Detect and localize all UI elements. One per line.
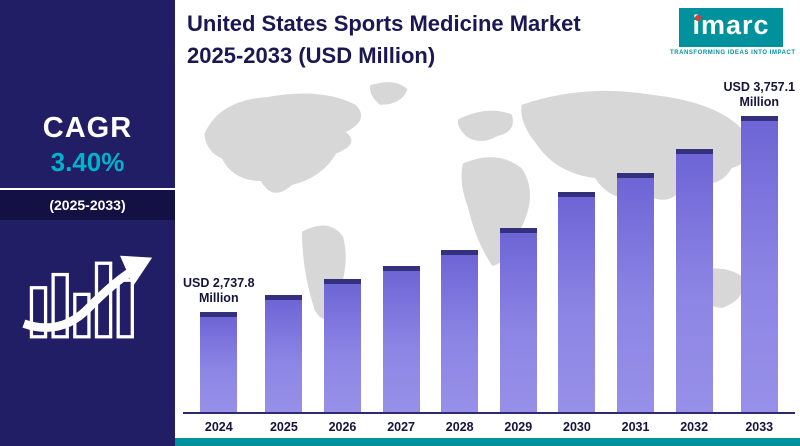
x-axis-label: 2032: [664, 412, 724, 438]
bar-value-label: USD 3,757.1 Million: [723, 79, 796, 110]
bar-column: 2026: [313, 58, 372, 438]
x-axis-label: 2031: [606, 412, 665, 438]
bar-2032: [675, 149, 713, 412]
bar-2024: [200, 312, 238, 412]
bar-column: 2028: [430, 58, 490, 438]
bar-column: 2032: [664, 58, 724, 438]
imarc-tagline: TRANSFORMING IDEAS INTO IMPACT: [670, 49, 796, 56]
cagr-value: 3.40%: [50, 147, 125, 177]
imarc-brand-text: imarc: [692, 10, 770, 40]
x-axis-label: 2030: [547, 412, 607, 438]
cagr-label: CAGR: [42, 112, 133, 144]
imarc-logo: imarc TRANSFORMING IDEAS INTO IMPACT: [670, 8, 796, 56]
x-axis-label: 2028: [430, 412, 490, 438]
x-axis-label: 2026: [313, 412, 372, 438]
bar-2033: [740, 116, 778, 412]
bar-column: USD 3,757.1 Million 2033: [723, 58, 796, 438]
cagr-sidebar: CAGR 3.40% (2025-2033): [0, 0, 175, 446]
x-axis-label: 2024: [183, 412, 255, 438]
bar-value-label: USD 2,737.8 Million: [183, 275, 255, 306]
imarc-logo-mark: imarc: [679, 8, 783, 47]
x-axis-label: 2033: [723, 412, 796, 438]
chart-title: United States Sports Medicine Market 202…: [187, 8, 581, 72]
bar-chart: USD 2,737.8 Million 2024 2025 2026 2027 2028 20…: [183, 58, 796, 438]
bar-2025: [265, 295, 303, 412]
logo-red-dot-icon: [695, 15, 702, 21]
chart-area: United States Sports Medicine Market 202…: [175, 0, 800, 438]
bar-column: 2029: [489, 58, 548, 438]
divider: [0, 188, 175, 190]
bar-2031: [617, 173, 655, 412]
chart-title-line2: 2025-2033 (USD Million): [187, 42, 436, 68]
bar-chart-growth-icon: [0, 242, 175, 347]
x-axis-label: 2027: [371, 412, 431, 438]
cagr-period: (2025-2033): [0, 190, 175, 220]
chart-title-line1: United States Sports Medicine Market: [187, 11, 581, 36]
bar-2030: [558, 192, 596, 412]
bar-column: 2030: [547, 58, 607, 438]
x-axis-label: 2025: [254, 412, 314, 438]
bar-column: USD 2,737.8 Million 2024: [183, 58, 255, 438]
x-axis-label: 2029: [489, 412, 548, 438]
bar-column: 2025: [254, 58, 314, 438]
bar-column: 2027: [371, 58, 431, 438]
bar-2026: [323, 279, 361, 412]
bar-2029: [499, 228, 537, 412]
bar-2028: [441, 250, 479, 412]
bar-column: 2031: [606, 58, 665, 438]
bar-2027: [382, 266, 420, 412]
bottom-accent-strip: [175, 438, 800, 446]
